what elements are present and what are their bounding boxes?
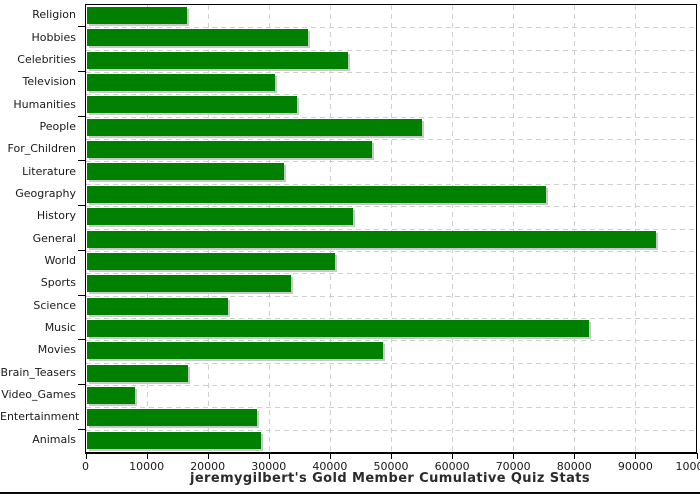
- x-axis-tick: [268, 453, 270, 459]
- vertical-gridline: [208, 5, 209, 452]
- x-tick-label: 0: [82, 460, 89, 473]
- bar-geography: [87, 185, 546, 203]
- x-tick-label: 40000: [312, 460, 348, 473]
- x-tick-label: 60000: [434, 460, 470, 473]
- category-label: Religion: [32, 8, 76, 22]
- bar-literature: [87, 163, 285, 181]
- x-axis-tick: [452, 453, 454, 459]
- vertical-gridline: [513, 5, 514, 452]
- category-label: General: [32, 231, 76, 245]
- category-label: Literature: [22, 164, 76, 178]
- x-tick-label: 10000: [129, 460, 165, 473]
- y-axis-tick: [78, 205, 85, 207]
- bar-sports: [87, 275, 291, 293]
- x-tick-label: 30000: [251, 460, 287, 473]
- bar-general: [87, 230, 657, 248]
- x-tick-label: 80000: [556, 460, 592, 473]
- x-tick-label: 20000: [190, 460, 226, 473]
- y-axis-tick: [78, 71, 85, 73]
- category-label: Television: [22, 75, 77, 89]
- x-axis-tick: [391, 453, 392, 459]
- x-axis-tick: [329, 453, 331, 459]
- x-tick-label: 70000: [495, 460, 531, 473]
- x-tick-label: 50000: [373, 460, 409, 473]
- vertical-gridline: [147, 5, 148, 452]
- bar-television: [87, 74, 275, 92]
- vertical-gridline: [391, 5, 392, 452]
- category-label: Animals: [32, 432, 76, 446]
- x-axis-tick: [85, 453, 87, 459]
- category-label: History: [36, 209, 76, 223]
- category-label: Video_Games: [1, 388, 76, 402]
- x-axis-tick: [696, 453, 698, 459]
- x-axis-tick: [207, 453, 209, 459]
- x-axis-tick: [146, 453, 148, 459]
- bar-entertainment: [87, 409, 258, 427]
- bar-religion: [87, 7, 188, 24]
- y-axis-tick: [78, 26, 85, 28]
- bottom-divider: [0, 492, 700, 494]
- x-tick-label: 100000: [675, 460, 700, 473]
- y-axis-tick: [78, 294, 85, 296]
- plot-area: [85, 4, 697, 454]
- vertical-gridline: [452, 5, 453, 452]
- bar-hobbies: [87, 29, 309, 47]
- bar-world: [87, 252, 335, 270]
- bar-animals: [87, 431, 261, 449]
- category-label: Entertainment: [0, 410, 80, 424]
- bar-video-games: [87, 386, 136, 404]
- x-axis-tick: [635, 453, 637, 459]
- vertical-gridline: [574, 5, 575, 452]
- bar-celebrities: [87, 51, 349, 69]
- category-label: Geography: [15, 186, 76, 200]
- bar-science: [87, 297, 228, 315]
- category-label: Brain_Teasers: [0, 365, 76, 379]
- vertical-gridline: [269, 5, 270, 452]
- category-label: Music: [44, 321, 76, 335]
- category-label: For_Children: [7, 142, 76, 156]
- bar-history: [87, 208, 353, 226]
- bar-for-children: [87, 141, 372, 159]
- y-axis-tick: [78, 115, 85, 117]
- category-label: People: [39, 119, 76, 133]
- category-label: Sports: [40, 276, 76, 290]
- vertical-gridline: [635, 5, 636, 452]
- chart-title: jeremygilbert's Gold Member Cumulative Q…: [189, 471, 591, 486]
- category-label: Celebrities: [17, 52, 76, 66]
- bar-people: [87, 118, 422, 136]
- bar-music: [87, 319, 590, 337]
- x-axis-tick: [574, 453, 576, 459]
- category-label: Movies: [37, 343, 76, 357]
- x-axis-tick: [513, 453, 515, 459]
- y-axis-tick: [78, 249, 85, 251]
- x-tick-label: 90000: [617, 460, 653, 473]
- y-axis-tick: [78, 383, 85, 385]
- category-label: Hobbies: [31, 30, 76, 44]
- bar-humanities: [87, 96, 297, 114]
- y-axis-tick: [78, 160, 85, 162]
- y-axis-tick: [78, 428, 85, 430]
- category-label: World: [44, 254, 76, 268]
- y-axis-tick: [78, 339, 85, 341]
- bar-brain-teasers: [87, 364, 189, 382]
- bar-movies: [87, 342, 383, 360]
- vertical-gridline: [330, 5, 331, 452]
- category-label: Humanities: [13, 97, 76, 111]
- category-label: Science: [33, 298, 76, 312]
